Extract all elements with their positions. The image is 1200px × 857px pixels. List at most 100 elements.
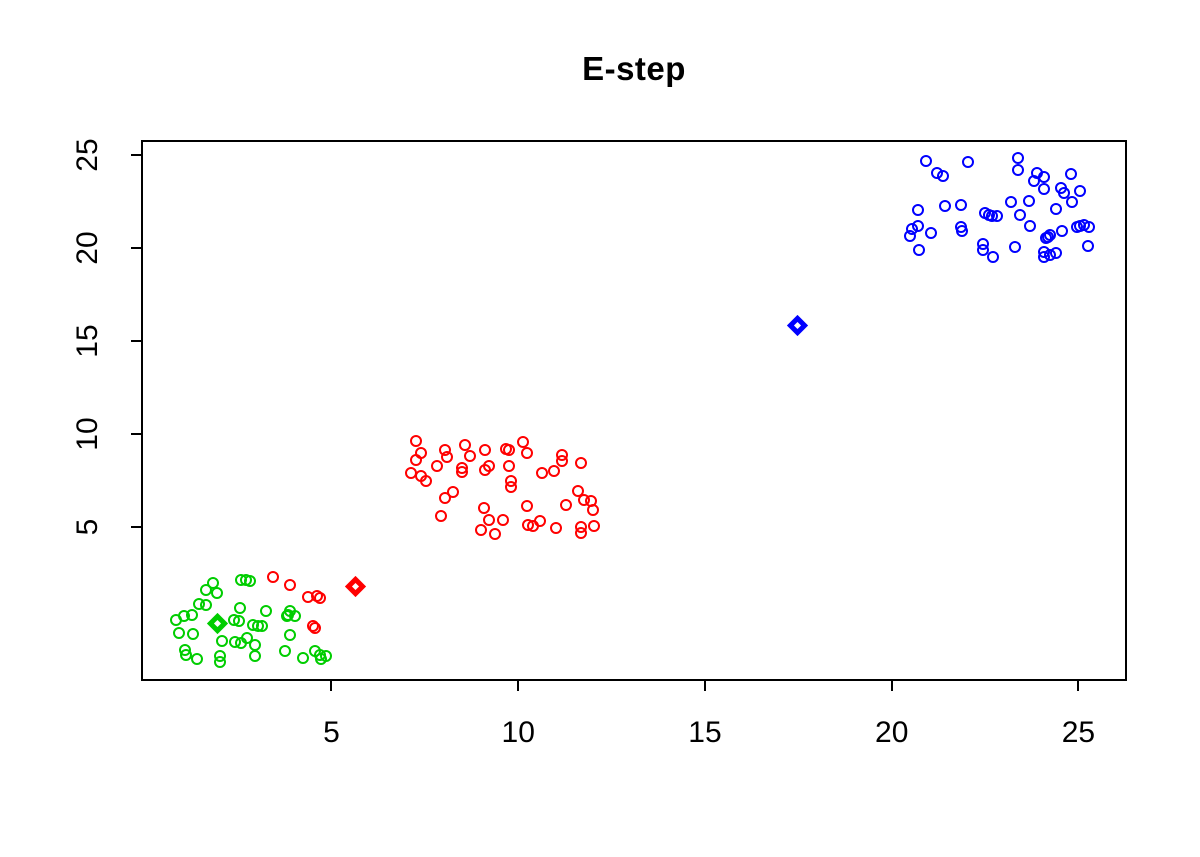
- data-point-cluster-blue: [919, 154, 932, 167]
- data-point-cluster-red: [560, 498, 573, 511]
- data-point-cluster-blue: [1064, 167, 1077, 180]
- data-point-cluster-blue: [1066, 196, 1079, 209]
- y-tick-label-5: 5: [71, 518, 104, 536]
- data-point-cluster-blue: [1008, 241, 1021, 254]
- data-point-cluster-red: [410, 435, 423, 448]
- data-point-cluster-red: [574, 527, 587, 539]
- y-tick-mark-10: [131, 432, 141, 435]
- y-tick-mark-15: [131, 339, 141, 342]
- y-tick-label-20: 20: [71, 231, 104, 265]
- data-point-cluster-green: [190, 652, 203, 665]
- data-point-cluster-green: [173, 627, 186, 640]
- data-point-cluster-red: [483, 514, 496, 527]
- data-point-cluster-green: [179, 648, 192, 661]
- data-point-cluster-blue: [990, 209, 1003, 222]
- data-point-cluster-red: [313, 592, 326, 605]
- x-tick-mark-15: [703, 681, 706, 691]
- x-tick-label-15: 15: [688, 716, 722, 749]
- data-point-cluster-red: [435, 510, 448, 523]
- data-point-cluster-red: [431, 460, 444, 473]
- data-point-cluster-red: [521, 499, 534, 512]
- data-point-cluster-red: [267, 571, 280, 584]
- data-point-cluster-green: [170, 613, 183, 626]
- data-point-cluster-red: [521, 447, 534, 460]
- y-tick-mark-25: [131, 153, 141, 156]
- data-point-cluster-blue: [938, 199, 951, 212]
- data-point-cluster-blue: [1057, 186, 1070, 199]
- data-point-cluster-green: [216, 634, 229, 647]
- data-point-cluster-blue: [977, 244, 990, 257]
- data-point-cluster-blue: [1005, 195, 1018, 208]
- data-point-cluster-red: [535, 466, 548, 479]
- data-point-cluster-green: [255, 620, 268, 633]
- data-point-cluster-blue: [937, 169, 950, 182]
- data-point-cluster-blue: [1022, 194, 1035, 207]
- data-point-cluster-green: [279, 645, 292, 658]
- y-tick-label-10: 10: [71, 417, 104, 451]
- y-tick-label-15: 15: [71, 324, 104, 358]
- data-point-cluster-blue: [1050, 203, 1063, 216]
- data-point-cluster-red: [550, 521, 563, 534]
- data-point-cluster-red: [464, 449, 477, 462]
- data-point-cluster-blue: [904, 229, 916, 242]
- data-point-cluster-red: [459, 438, 472, 451]
- data-point-cluster-blue: [1056, 224, 1068, 237]
- data-point-cluster-blue: [961, 155, 974, 168]
- data-point-cluster-red: [309, 621, 322, 634]
- data-point-cluster-green: [248, 650, 261, 663]
- data-point-cluster-blue: [925, 226, 938, 239]
- data-point-cluster-blue: [956, 225, 969, 238]
- data-point-cluster-green: [319, 650, 332, 663]
- data-point-cluster-blue: [911, 219, 924, 232]
- data-point-cluster-red: [574, 457, 587, 470]
- data-point-cluster-red: [496, 513, 509, 526]
- data-point-cluster-blue: [1049, 247, 1062, 260]
- data-point-cluster-red: [478, 444, 491, 457]
- data-point-cluster-blue: [1081, 239, 1094, 252]
- data-point-cluster-red: [455, 466, 468, 479]
- y-tick-mark-5: [131, 525, 141, 528]
- data-point-cluster-green: [211, 587, 224, 600]
- y-tick-mark-20: [131, 246, 141, 249]
- data-point-cluster-red: [489, 527, 502, 540]
- data-point-cluster-red: [475, 523, 488, 536]
- data-point-cluster-red: [587, 504, 600, 517]
- data-point-cluster-blue: [1013, 208, 1026, 221]
- data-point-cluster-red: [533, 515, 546, 528]
- data-point-cluster-red: [588, 519, 601, 532]
- data-point-cluster-blue: [1082, 221, 1095, 234]
- plot-area: [141, 140, 1127, 681]
- data-point-cluster-green: [232, 615, 245, 628]
- data-point-cluster-red: [420, 475, 433, 488]
- data-point-cluster-green: [199, 583, 212, 596]
- data-point-cluster-green: [297, 651, 310, 664]
- x-tick-mark-10: [517, 681, 520, 691]
- data-point-cluster-red: [505, 481, 518, 494]
- data-point-cluster-green: [240, 631, 253, 644]
- data-point-cluster-green: [186, 627, 199, 640]
- data-point-cluster-blue: [1011, 152, 1024, 165]
- data-point-cluster-blue: [1023, 219, 1036, 232]
- data-point-cluster-blue: [912, 244, 925, 257]
- data-point-cluster-red: [478, 464, 491, 477]
- data-point-cluster-red: [409, 454, 422, 467]
- data-point-cluster-red: [441, 450, 454, 463]
- x-tick-mark-5: [330, 681, 333, 691]
- data-point-cluster-red: [555, 454, 568, 467]
- data-point-cluster-red: [477, 501, 490, 514]
- data-point-cluster-green: [199, 599, 212, 612]
- data-point-cluster-blue: [1038, 171, 1051, 184]
- data-point-cluster-blue: [911, 204, 924, 217]
- x-tick-label-5: 5: [323, 716, 340, 749]
- data-point-cluster-green: [213, 655, 226, 668]
- data-point-cluster-blue: [1011, 163, 1024, 176]
- data-point-cluster-blue: [1039, 232, 1052, 245]
- data-point-cluster-green: [233, 601, 246, 614]
- data-point-cluster-green: [284, 628, 297, 641]
- data-point-cluster-red: [548, 465, 561, 478]
- data-point-cluster-blue: [987, 251, 1000, 264]
- x-tick-label-10: 10: [501, 716, 535, 749]
- data-point-cluster-red: [502, 460, 515, 473]
- data-point-cluster-red: [439, 492, 452, 505]
